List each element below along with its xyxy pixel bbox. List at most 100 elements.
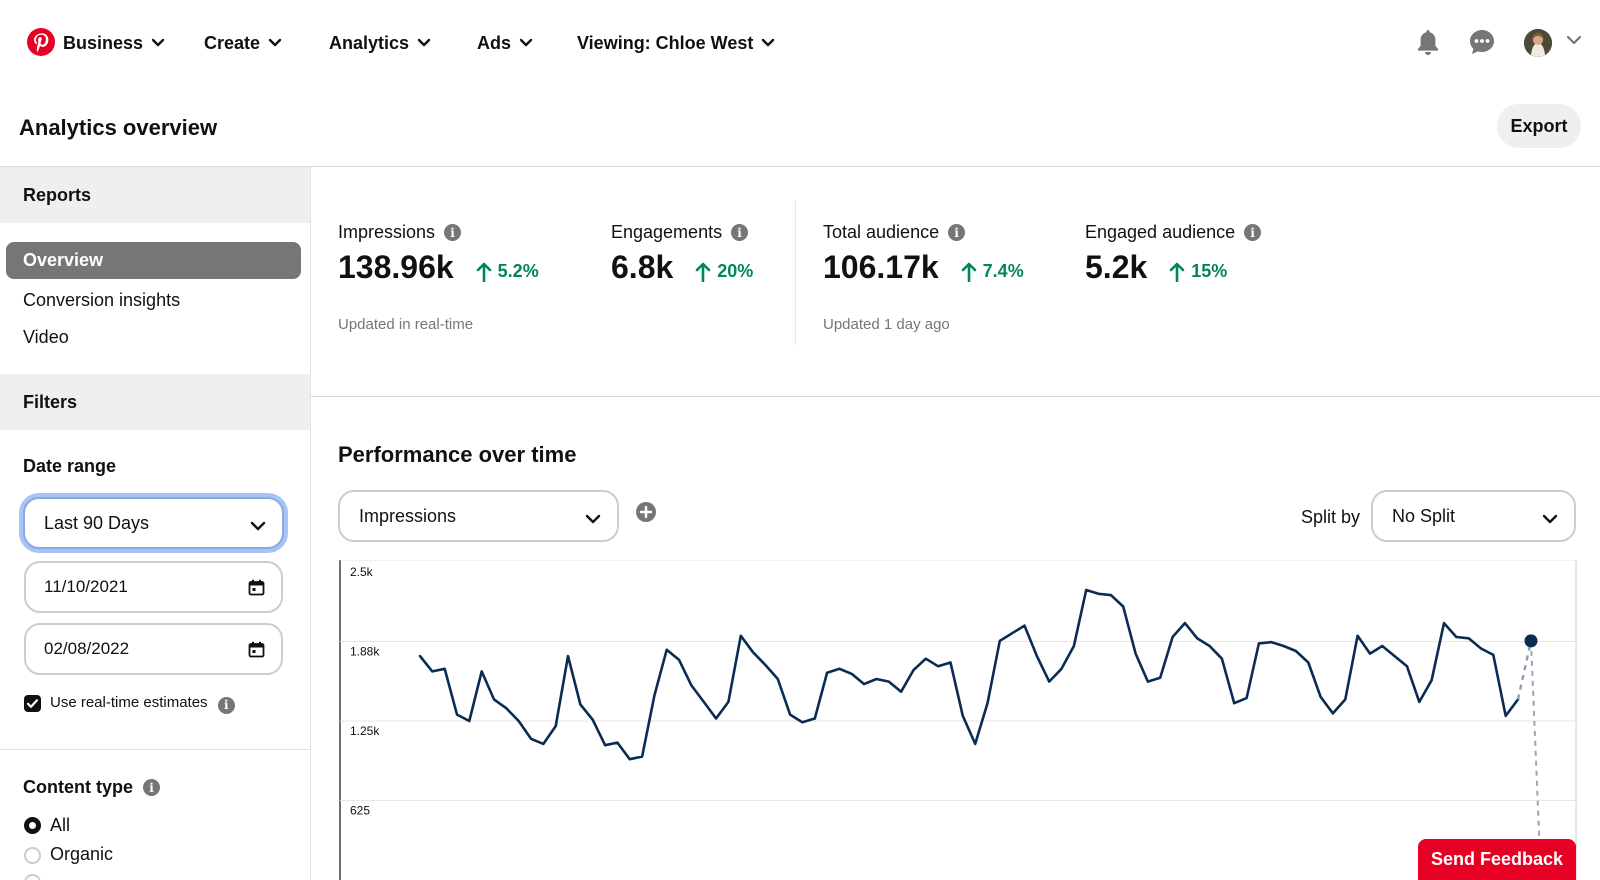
sidebar-item-video[interactable]: Video xyxy=(23,327,69,347)
metric-total-audience: Total audience i 106.17k 7.4% xyxy=(823,222,1024,285)
nav-create-label: Create xyxy=(204,32,261,53)
arrow-up-icon xyxy=(695,262,711,282)
arrow-up-icon xyxy=(1169,262,1185,282)
metric-select-value: Impressions xyxy=(359,505,457,526)
nav-viewing-account[interactable]: Viewing: Chloe West xyxy=(577,30,775,56)
export-button[interactable]: Export xyxy=(1497,104,1581,148)
page-title: Analytics overview xyxy=(19,115,218,140)
metric-change: 20% xyxy=(695,261,753,285)
split-by-select[interactable]: No Split xyxy=(1371,490,1576,542)
nav-analytics[interactable]: Analytics xyxy=(329,30,431,56)
split-by-label: Split by xyxy=(1301,507,1361,527)
performance-title: Performance over time xyxy=(338,442,577,467)
add-metric-plus-icon[interactable] xyxy=(636,502,656,522)
header-divider xyxy=(0,166,1600,167)
start-date-input[interactable]: 11/10/2021 xyxy=(24,561,283,613)
content-type-next-radio[interactable] xyxy=(24,874,41,880)
content-type-all-radio[interactable] xyxy=(24,817,41,834)
metric-value: 138.96k xyxy=(338,249,454,285)
top-nav: Business Create Analytics Ads Viewing: C… xyxy=(0,0,1600,86)
metric-change: 5.2% xyxy=(476,261,539,285)
nav-business-label: Business xyxy=(63,32,144,53)
daily-note: Updated 1 day ago xyxy=(823,316,950,333)
sidebar-item-overview[interactable]: Overview xyxy=(6,242,301,279)
metric-change: 15% xyxy=(1169,261,1227,285)
chevron-down-icon xyxy=(268,38,282,48)
sidebar: Reports Overview Conversion insights Vid… xyxy=(0,167,311,880)
split-by-value: No Split xyxy=(1392,505,1456,526)
realtime-estimates-text: Use real-time estimates xyxy=(50,694,208,711)
reports-section-header: Reports xyxy=(0,167,310,223)
arrow-up-icon xyxy=(476,262,491,282)
send-feedback-button[interactable]: Send Feedback xyxy=(1418,839,1576,880)
metric-engagements: Engagements i 6.8k 20% xyxy=(611,222,753,285)
info-icon[interactable]: i xyxy=(948,224,966,241)
content-type-label: Content type xyxy=(23,777,133,797)
calendar-icon[interactable] xyxy=(248,579,265,601)
nav-business[interactable]: Business xyxy=(63,30,165,56)
chart-projected-line xyxy=(1516,640,1533,700)
metric-change-value: 15% xyxy=(1191,261,1228,281)
metric-value: 6.8k xyxy=(611,249,674,285)
nav-ads[interactable]: Ads xyxy=(477,30,533,56)
content-type-all-label: All xyxy=(50,815,71,835)
sidebar-item-conversion-insights[interactable]: Conversion insights xyxy=(23,290,181,310)
performance-chart: 2.5k 1.88k 1.25k 625 xyxy=(339,560,1577,880)
chart-y-tick-label: 1.88k xyxy=(350,645,380,659)
metric-label: Total audience xyxy=(823,222,940,242)
nav-ads-label: Ads xyxy=(477,32,512,53)
chevron-down-icon xyxy=(151,38,165,48)
chevron-down-icon xyxy=(519,38,533,48)
bell-icon[interactable] xyxy=(1414,28,1442,56)
metric-change: 7.4% xyxy=(961,261,1024,285)
chevron-down-icon xyxy=(761,38,775,48)
chart-series-line xyxy=(418,588,1520,761)
start-date-value: 11/10/2021 xyxy=(44,577,128,596)
metric-impressions: Impressions i 138.96k 5.2% xyxy=(338,222,539,285)
metric-change-value: 5.2% xyxy=(497,261,539,281)
realtime-estimates-label: Use real-time estimates i xyxy=(50,694,235,714)
metric-engaged-audience: Engaged audience i 5.2k 15% xyxy=(1085,222,1262,285)
chevron-down-icon xyxy=(250,516,266,537)
metric-value: 106.17k xyxy=(823,249,939,285)
end-date-value: 02/08/2022 xyxy=(44,639,130,658)
info-icon[interactable]: i xyxy=(444,224,462,241)
metric-value: 5.2k xyxy=(1085,249,1148,285)
chart-y-tick-label: 625 xyxy=(350,804,370,818)
end-date-input[interactable]: 02/08/2022 xyxy=(24,623,283,675)
chart-y-tick-label: 1.25k xyxy=(350,724,380,738)
content-type-label-row: Content type i xyxy=(23,777,160,798)
info-icon[interactable]: i xyxy=(143,779,160,796)
sidebar-divider xyxy=(0,749,310,750)
metric-label: Engaged audience xyxy=(1085,222,1236,242)
arrow-up-icon xyxy=(961,262,976,282)
pinterest-logo-icon[interactable] xyxy=(27,28,55,56)
filters-heading: Filters xyxy=(23,392,78,412)
info-icon[interactable]: i xyxy=(731,224,749,241)
info-icon[interactable]: i xyxy=(1244,224,1262,241)
filters-section-header: Filters xyxy=(0,374,310,430)
chart-y-tick-label: 2.5k xyxy=(350,565,374,579)
nav-create[interactable]: Create xyxy=(204,30,282,56)
metric-change-value: 20% xyxy=(717,261,754,281)
content-type-organic-radio[interactable] xyxy=(24,847,41,864)
nav-viewing-label: Viewing: Chloe West xyxy=(577,32,754,53)
metric-label: Engagements xyxy=(611,222,723,242)
calendar-icon[interactable] xyxy=(248,641,265,663)
date-range-value: Last 90 Days xyxy=(44,512,150,533)
nav-analytics-label: Analytics xyxy=(329,32,410,53)
metric-select[interactable]: Impressions xyxy=(338,490,619,542)
avatar[interactable] xyxy=(1524,29,1552,57)
chat-icon[interactable] xyxy=(1468,28,1496,56)
date-range-select[interactable]: Last 90 Days xyxy=(23,497,284,549)
info-icon[interactable]: i xyxy=(217,696,235,714)
realtime-note: Updated in real-time xyxy=(338,316,474,333)
realtime-estimates-checkbox[interactable] xyxy=(24,695,41,712)
content-type-organic-label: Organic xyxy=(50,844,114,864)
chevron-down-icon[interactable] xyxy=(1566,33,1582,51)
chevron-down-icon xyxy=(417,38,431,48)
chevron-down-icon xyxy=(1542,509,1558,530)
metrics-divider xyxy=(795,200,796,345)
metric-change-value: 7.4% xyxy=(982,261,1024,281)
metric-label: Impressions xyxy=(338,222,436,242)
